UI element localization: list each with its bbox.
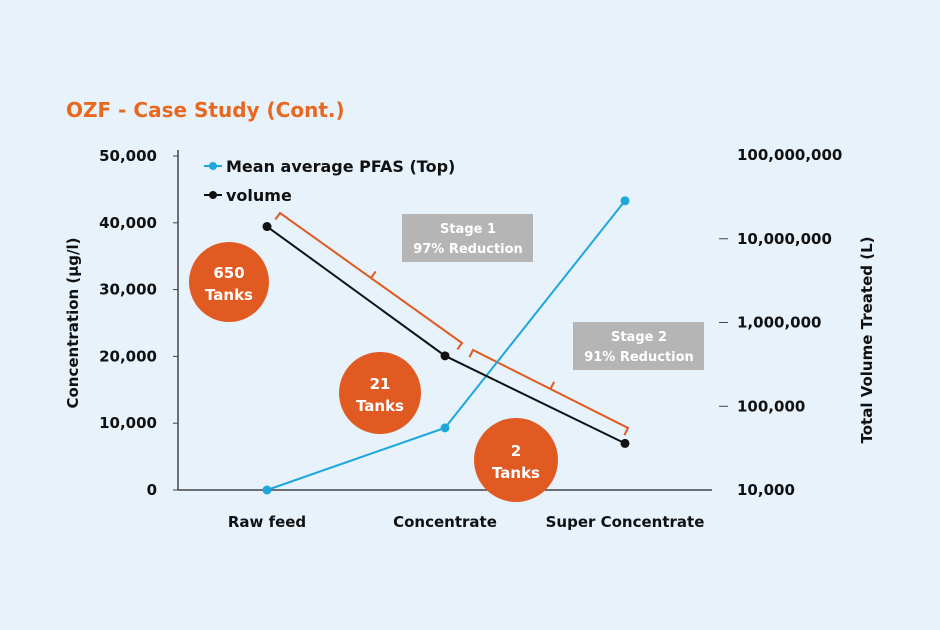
stage-reduction: 91% Reduction [584, 350, 694, 365]
tank-circle [339, 352, 421, 434]
data-point [262, 485, 272, 495]
y-right-tick-label: 100,000,000 [737, 146, 842, 164]
tank-circle [474, 418, 558, 502]
legend-marker [209, 162, 217, 170]
data-point [262, 222, 272, 232]
y-right-tick-label: 10,000 [737, 481, 795, 499]
y-right-tick-label: 1,000,000 [737, 314, 821, 332]
stage-reduction: 97% Reduction [413, 242, 523, 257]
y-right-axis-label: Total Volume Treated (L) [858, 237, 876, 444]
y-right-tick-label: 100,000 [737, 397, 805, 415]
tank-count: 2 [511, 442, 521, 460]
y-tick-label: 10,000 [99, 414, 157, 432]
data-point [620, 196, 630, 206]
y-tick-label: 50,000 [99, 147, 157, 165]
data-point [440, 351, 450, 361]
y-tick-label: 20,000 [99, 347, 157, 365]
tank-circle [189, 242, 269, 322]
y-tick-label: 30,000 [99, 281, 157, 299]
stage-label: Stage 1 [440, 222, 496, 237]
tank-unit: Tanks [356, 397, 404, 415]
x-tick-label: Super Concentrate [546, 513, 705, 531]
legend-label: volume [226, 186, 292, 205]
legend-marker [209, 191, 217, 199]
data-point [620, 438, 630, 448]
tank-count: 21 [370, 375, 391, 393]
y-tick-label: 0 [147, 481, 157, 499]
legend-label: Mean average PFAS (Top) [226, 157, 455, 176]
stage-label: Stage 2 [611, 330, 667, 345]
tank-unit: Tanks [492, 464, 540, 482]
y-tick-label: 40,000 [99, 214, 157, 232]
stage-bracket-tick [370, 270, 377, 279]
tank-unit: Tanks [205, 286, 253, 304]
data-point [440, 423, 450, 433]
y-axis-label: Concentration (µg/l) [64, 237, 82, 408]
y-right-tick-label: 10,000,000 [737, 230, 832, 248]
tank-count: 650 [213, 264, 244, 282]
stage-bracket-tick [549, 381, 555, 390]
chart-title: OZF - Case Study (Cont.) [66, 98, 345, 122]
stage-box [573, 322, 704, 370]
stage-box [402, 214, 533, 262]
x-tick-label: Concentrate [393, 513, 497, 531]
x-tick-label: Raw feed [228, 513, 306, 531]
